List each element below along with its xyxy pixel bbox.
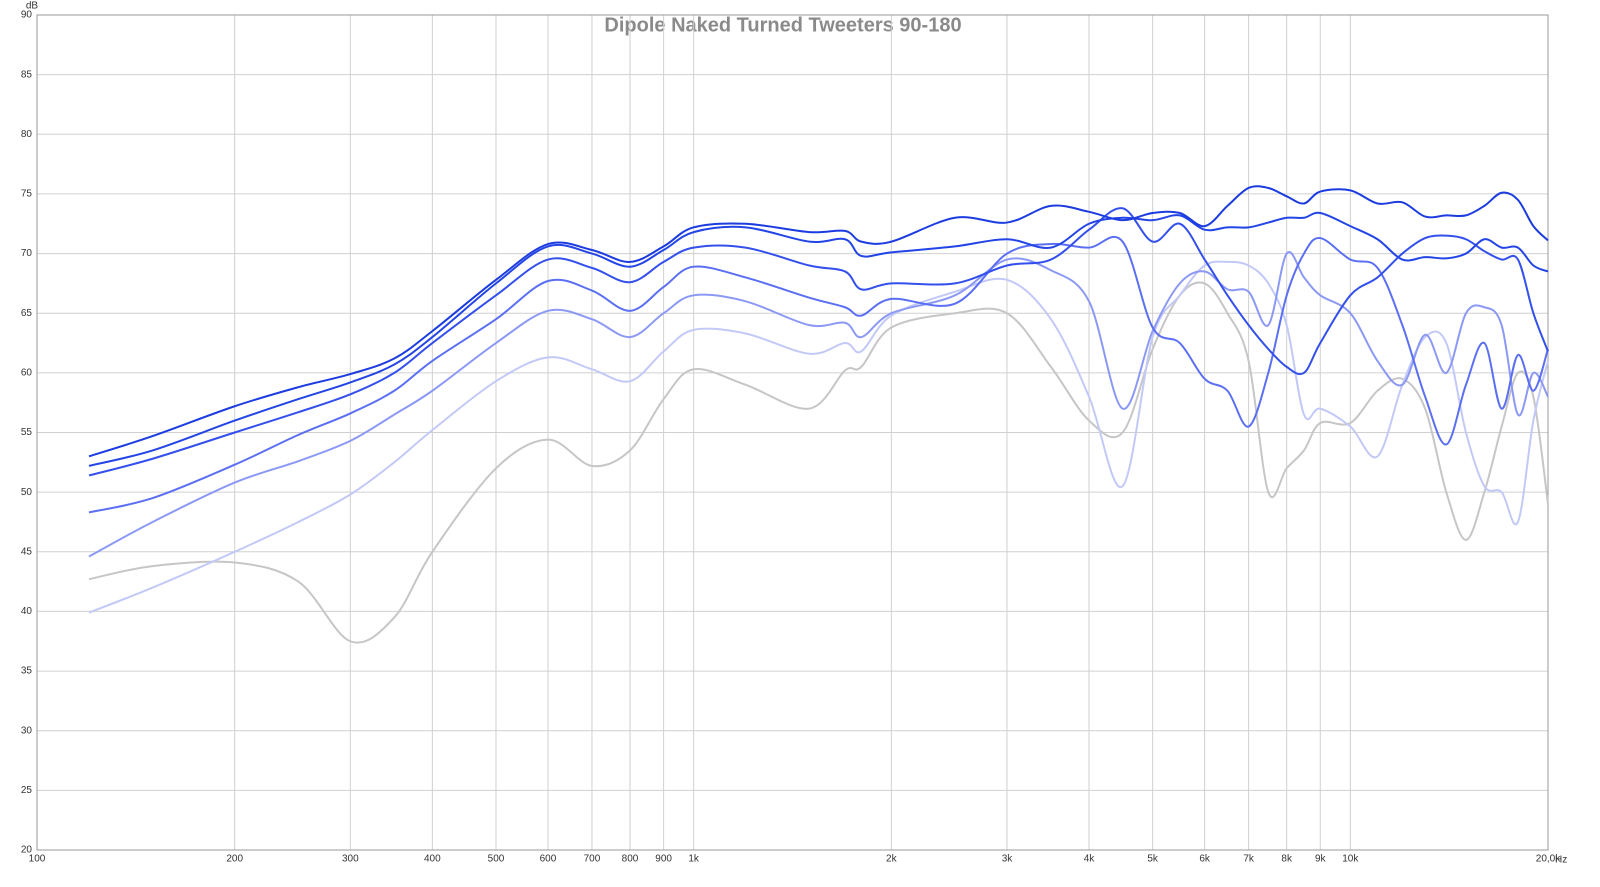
chart-title: Dipole Naked Turned Tweeters 90-180 xyxy=(604,14,961,36)
x-tick-label: 7k xyxy=(1243,854,1255,865)
series-line xyxy=(88,260,1549,614)
x-tick-label: 4k xyxy=(1084,854,1096,865)
y-tick-label: 40 xyxy=(21,606,33,617)
x-tick-label: 6k xyxy=(1199,854,1211,865)
series-line xyxy=(88,211,1549,467)
x-tick-label: 20,0k xyxy=(1536,854,1561,865)
x-tick-label: 700 xyxy=(584,854,601,865)
y-tick-label: 60 xyxy=(21,367,33,378)
x-tick-label: 300 xyxy=(342,854,359,865)
x-tick-label: 100 xyxy=(29,854,46,865)
x-tick-label: 10k xyxy=(1342,854,1359,865)
y-tick-label: 85 xyxy=(21,69,33,80)
y-tick-label: 55 xyxy=(21,427,33,438)
x-tick-label: 400 xyxy=(424,854,441,865)
series-line xyxy=(88,185,1549,458)
y-tick-label: 80 xyxy=(21,129,33,140)
x-tick-label: 200 xyxy=(226,854,243,865)
x-tick-label: 5k xyxy=(1147,854,1159,865)
x-axis-label: Hz xyxy=(1555,855,1567,866)
y-tick-label: 50 xyxy=(21,487,33,498)
x-tick-label: 2k xyxy=(886,854,898,865)
y-tick-label: 30 xyxy=(21,725,33,736)
x-tick-label: 8k xyxy=(1281,854,1293,865)
y-axis-label: dB xyxy=(26,1,39,12)
series-line xyxy=(88,235,1549,514)
x-tick-label: 800 xyxy=(622,854,639,865)
plot-border xyxy=(36,14,1549,851)
y-tick-label: 35 xyxy=(21,666,33,677)
y-tick-label: 75 xyxy=(21,189,33,200)
y-tick-label: 20 xyxy=(21,845,33,856)
y-tick-label: 90 xyxy=(21,10,33,21)
x-tick-label: 9k xyxy=(1315,854,1327,865)
series-line xyxy=(88,207,1549,477)
y-tick-label: 45 xyxy=(21,546,33,557)
y-tick-label: 70 xyxy=(21,248,33,259)
y-tick-label: 25 xyxy=(21,785,33,796)
x-tick-label: 900 xyxy=(655,854,672,865)
x-tick-label: 1k xyxy=(688,854,700,865)
x-tick-label: 3k xyxy=(1002,854,1014,865)
series-line xyxy=(88,251,1549,558)
y-tick-label: 65 xyxy=(21,308,33,319)
x-tick-label: 500 xyxy=(488,854,505,865)
series-line xyxy=(88,281,1549,644)
x-tick-label: 600 xyxy=(540,854,557,865)
